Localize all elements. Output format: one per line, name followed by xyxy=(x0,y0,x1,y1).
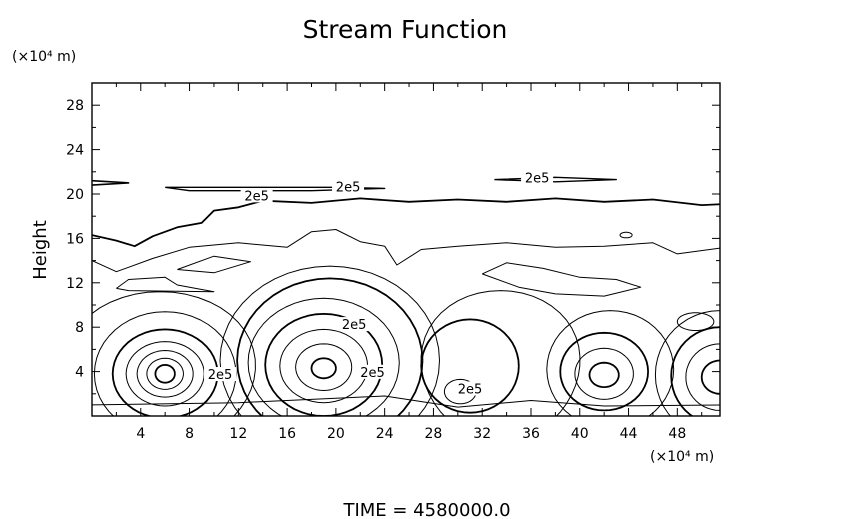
contour-line xyxy=(654,310,720,416)
contour-line xyxy=(295,343,353,391)
x-tick-label: 4 xyxy=(136,426,145,442)
contour-line xyxy=(125,341,205,407)
x-tick-label: 24 xyxy=(376,426,394,442)
contour-line xyxy=(111,328,219,416)
x-tick-label: 20 xyxy=(327,426,345,442)
contour-line xyxy=(92,197,720,248)
y-unit-label: (×10⁴ m) xyxy=(12,49,76,65)
contour-line xyxy=(116,276,215,293)
contour-line xyxy=(310,357,337,380)
contour-line xyxy=(92,291,256,416)
contour-label-bg xyxy=(332,179,365,194)
contour-lines xyxy=(92,176,720,416)
contour-value-label: 2e5 xyxy=(525,172,550,187)
x-tick-label: 12 xyxy=(229,426,247,442)
contour-line xyxy=(546,310,675,416)
contour-value-label: 2e5 xyxy=(342,318,367,333)
x-tick-label: 28 xyxy=(425,426,443,442)
contour-line xyxy=(279,328,369,404)
contour-line xyxy=(236,277,424,416)
contour-value-label: 2e5 xyxy=(458,382,483,397)
y-tick-label: 20 xyxy=(66,187,84,203)
contour-line xyxy=(219,265,440,416)
x-tick-label: 44 xyxy=(620,426,638,442)
contour-line xyxy=(154,364,176,384)
contour-line xyxy=(443,378,477,405)
contour-line xyxy=(177,255,251,274)
y-tick-label: 4 xyxy=(75,365,84,381)
contour-label-bg xyxy=(204,367,237,382)
contour-label-bg xyxy=(240,188,273,203)
contour-line xyxy=(92,395,720,408)
contour-line xyxy=(93,311,237,416)
contour-label-bg xyxy=(356,364,389,379)
contour-line xyxy=(420,318,520,414)
plot-frame xyxy=(91,82,721,417)
contour-line xyxy=(685,343,720,411)
contour-value-label: 2e5 xyxy=(336,180,361,195)
contour-line xyxy=(165,186,386,192)
contour-line xyxy=(136,350,194,398)
contour-line xyxy=(559,331,649,412)
y-tick-label: 16 xyxy=(66,231,84,247)
x-tick-label: 48 xyxy=(668,426,686,442)
x-tick-label: 40 xyxy=(571,426,589,442)
contour-line xyxy=(481,262,642,297)
contour-line xyxy=(700,359,720,395)
contour-value-label: 2e5 xyxy=(208,368,233,383)
y-tick-label: 8 xyxy=(75,320,84,336)
contour-line xyxy=(494,176,617,183)
contour-line xyxy=(574,347,634,400)
y-tick-label: 28 xyxy=(66,98,84,114)
chart-title: Stream Function xyxy=(303,15,508,44)
contour-label-bg xyxy=(338,317,371,332)
time-footer: TIME = 4580000.0 xyxy=(342,500,510,519)
contour-value-label: 2e5 xyxy=(360,366,385,381)
x-unit-label: (×10⁴ m) xyxy=(650,449,714,465)
y-axis-label: Height xyxy=(30,220,51,280)
x-tick-label: 32 xyxy=(473,426,491,442)
contour-line xyxy=(670,326,720,416)
contour-line xyxy=(588,361,620,388)
axis-ticks xyxy=(92,83,720,416)
contour-value-labels: 2e5 2e5 2e5 2e5 2e5 2e5 2e5 xyxy=(204,170,554,397)
contour-value-label: 2e5 xyxy=(244,189,269,204)
x-tick-label: 8 xyxy=(185,426,194,442)
y-tick-label: 12 xyxy=(66,276,84,292)
contour-line xyxy=(619,231,633,239)
x-tick-label: 36 xyxy=(522,426,540,442)
contour-line xyxy=(92,229,720,273)
y-tick-label: 24 xyxy=(66,143,84,159)
contour-label-bg xyxy=(454,381,487,396)
contour-line xyxy=(92,179,130,186)
contour-line xyxy=(420,290,581,416)
contour-line xyxy=(247,297,400,416)
contour-label-bg xyxy=(521,170,554,185)
contour-line xyxy=(146,357,184,390)
x-tick-label: 16 xyxy=(278,426,296,442)
